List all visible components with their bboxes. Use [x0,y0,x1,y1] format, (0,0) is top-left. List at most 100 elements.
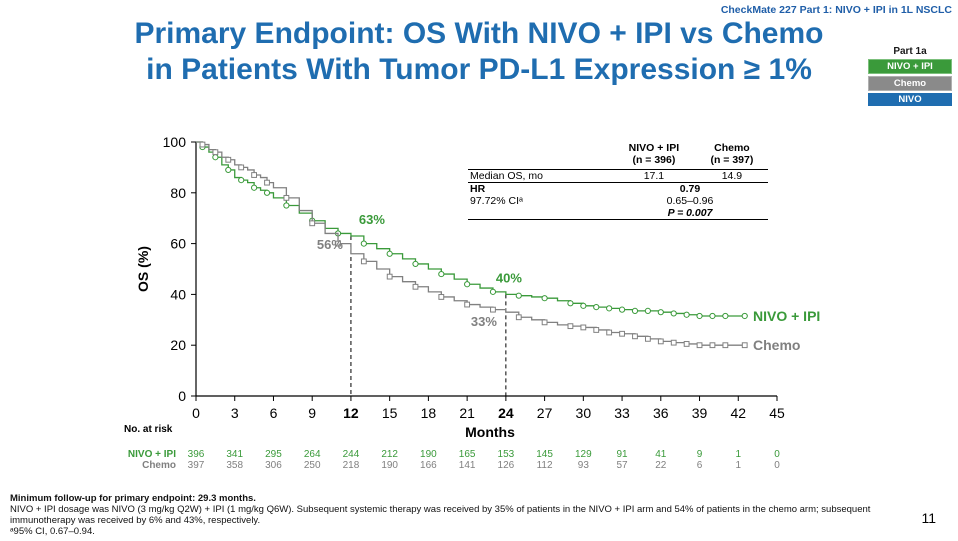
y-tick-label: 100 [163,134,187,150]
point-chemo [490,306,496,313]
risk-value: 190 [420,449,437,460]
x-tick-label: 9 [308,405,316,421]
y-axis-title: OS (%) [135,246,151,292]
point-nivo-ipi [225,166,232,174]
hr-value: 0.79 [612,182,768,195]
part-legend: Part 1a NIVO + IPI Chemo NIVO [868,46,952,108]
risk-value: 9 [697,449,703,460]
point-chemo [741,342,748,349]
point-chemo [464,301,471,308]
footnote: Minimum follow-up for primary endpoint: … [10,493,890,537]
point-chemo [606,329,613,336]
slide-title: Primary Endpoint: OS With NIVO + IPI vs … [0,16,958,88]
point-nivo-ipi [644,307,651,315]
col2-n: (n = 397) [710,154,754,166]
point-chemo [709,342,716,349]
risk-value: 1 [735,449,741,460]
risk-value: 93 [578,460,590,471]
point-chemo [670,339,677,346]
point-chemo [541,319,548,326]
point-chemo [722,342,729,349]
point-nivo-ipi [709,312,716,320]
stats-table: NIVO + IPI (n = 396) Chemo (n = 397) Media… [468,142,768,220]
point-chemo [683,341,690,347]
point-nivo-ipi [670,310,677,317]
point-chemo [515,314,522,321]
part-legend-chemo: Chemo [868,76,952,91]
y-tick-label: 60 [170,236,186,252]
point-chemo [283,194,290,201]
point-nivo-ipi [238,177,245,184]
risk-value: 295 [265,449,282,460]
x-tick-label: 30 [576,405,592,421]
x-tick-label: 36 [653,405,669,421]
p-value: P = 0.007 [612,207,768,220]
curve-label-chemo: Chemo [753,337,800,353]
point-nivo-ipi [464,281,471,288]
point-nivo-ipi [263,189,271,196]
y-tick-label: 80 [170,185,186,201]
median-os-label: Median OS, mo [468,169,612,183]
part-legend-nivo: NIVO [868,93,952,106]
study-tag: CheckMate 227 Part 1: NIVO + IPI in 1L N… [720,4,952,16]
curve-label-nivo-ipi: NIVO + IPI [753,308,820,324]
annotation-33pct: 33% [471,314,497,329]
point-nivo-ipi [541,295,548,302]
x-tick-label: 27 [537,405,553,421]
risk-value: 57 [617,460,629,471]
point-chemo [438,294,445,300]
risk-value: 396 [188,449,205,460]
point-chemo [619,330,625,337]
part-legend-caption: Part 1a [893,46,927,57]
point-chemo [335,240,341,247]
point-nivo-ipi [412,260,419,268]
col2-name: Chemo [714,142,750,154]
x-tick-label: 6 [270,405,278,421]
point-nivo-ipi [360,240,367,247]
y-tick-label: 40 [170,286,186,302]
risk-value: 41 [655,449,667,460]
risk-value: 141 [459,460,476,471]
risk-value: 358 [226,460,243,471]
footnote-line-3: ᵃ95% CI, 0.67–0.94. [10,526,95,537]
risk-value: 0 [774,460,780,471]
risk-value: 244 [343,449,360,460]
point-chemo [386,273,393,280]
title-line-2: in Patients With Tumor PD-L1 Expression … [146,53,812,86]
risk-value: 397 [188,460,205,471]
point-nivo-ipi [489,288,497,295]
annotation-56pct: 56% [317,237,343,252]
risk-value: 218 [343,460,360,471]
risk-value: 145 [536,449,553,460]
risk-value: 166 [420,460,437,471]
point-nivo-ipi [580,302,587,309]
ci-label: 97.72% CIᵃ [470,195,523,207]
page-number: 11 [921,510,936,526]
risk-value: 165 [459,449,476,460]
point-nivo-ipi [618,306,626,313]
risk-value: 153 [498,449,515,460]
point-chemo [199,141,206,148]
x-tick-label: 15 [382,405,398,421]
risk-value: 190 [381,460,398,471]
point-chemo [580,324,587,331]
point-chemo [212,149,219,156]
point-nivo-ipi [683,311,690,318]
risk-value: 1 [735,460,741,471]
point-chemo [412,283,419,290]
y-tick-label: 20 [170,337,186,353]
point-chemo [632,333,638,340]
risk-value: 212 [381,449,398,460]
risk-value: 264 [304,449,321,460]
annotation-40pct: 40% [496,270,522,285]
median-os-nivo: 17.1 [612,169,696,183]
stats-col1-header: NIVO + IPI (n = 396) [612,142,696,170]
point-chemo [360,258,367,265]
col1-name: NIVO + IPI [628,142,680,154]
point-nivo-ipi [251,184,258,191]
footnote-line-1: Minimum follow-up for primary endpoint: … [10,493,256,504]
x-tick-label: 39 [692,405,708,421]
point-nivo-ipi [515,292,522,299]
point-nivo-ipi [438,270,445,278]
